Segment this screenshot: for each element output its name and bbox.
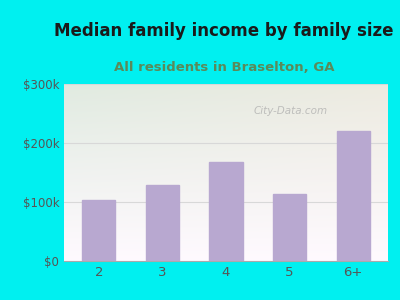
- Bar: [210, 162, 242, 261]
- Bar: [82, 200, 116, 261]
- Bar: [146, 185, 179, 261]
- Bar: [273, 194, 306, 261]
- Text: Median family income by family size: Median family income by family size: [54, 22, 394, 40]
- Text: City-Data.com: City-Data.com: [254, 106, 328, 116]
- Bar: [336, 131, 370, 261]
- Text: All residents in Braselton, GA: All residents in Braselton, GA: [114, 61, 334, 74]
